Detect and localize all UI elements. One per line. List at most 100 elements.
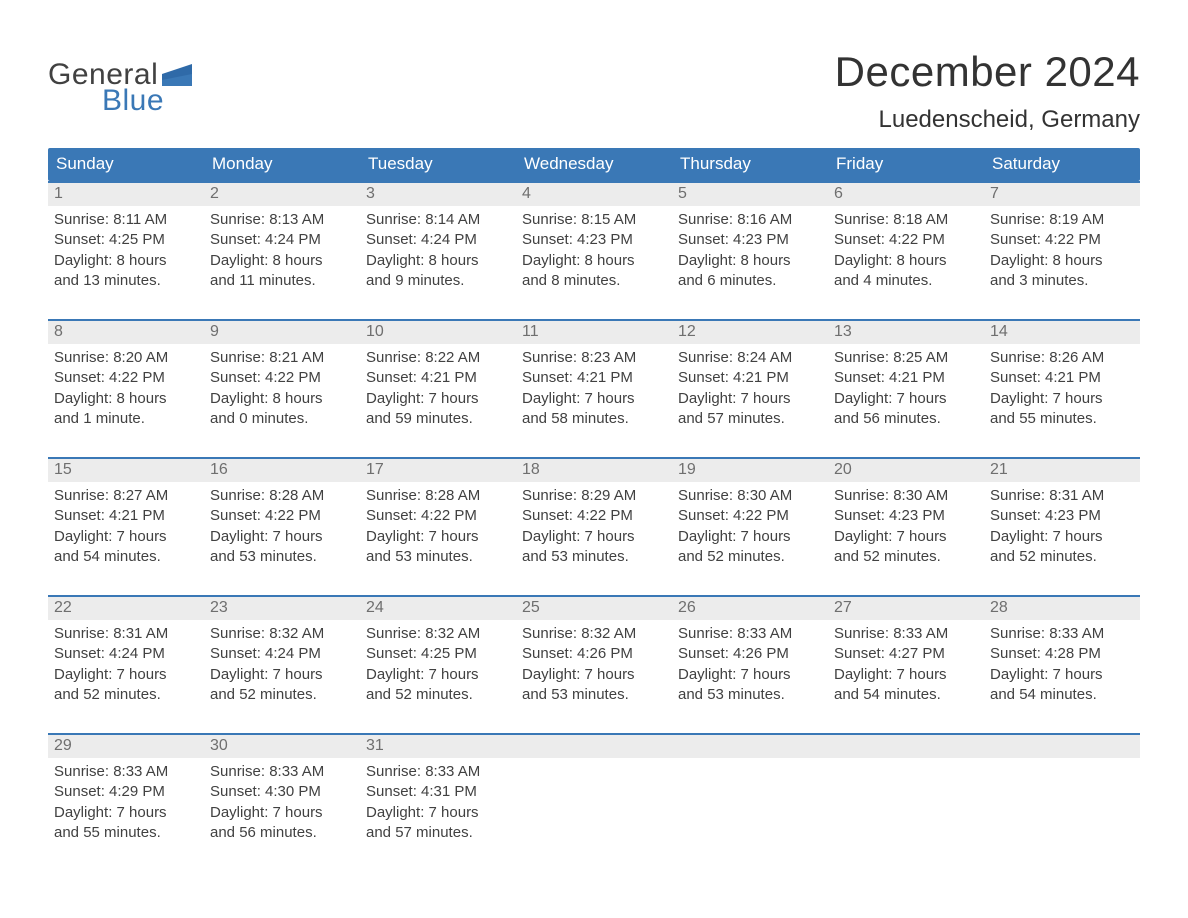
daylight-line-1: Daylight: 7 hours bbox=[990, 389, 1134, 409]
sunset-line: Sunset: 4:24 PM bbox=[210, 230, 354, 250]
day-body: Sunrise: 8:21 AMSunset: 4:22 PMDaylight:… bbox=[204, 344, 360, 443]
day-number-empty bbox=[984, 735, 1140, 758]
sunrise-line: Sunrise: 8:33 AM bbox=[54, 762, 198, 782]
day-cell: 13Sunrise: 8:25 AMSunset: 4:21 PMDayligh… bbox=[828, 321, 984, 443]
daylight-line-2: and 11 minutes. bbox=[210, 271, 354, 291]
day-number: 28 bbox=[984, 597, 1140, 620]
sunset-line: Sunset: 4:22 PM bbox=[834, 230, 978, 250]
daylight-line-2: and 53 minutes. bbox=[366, 547, 510, 567]
day-number-empty bbox=[828, 735, 984, 758]
flag-icon bbox=[162, 64, 192, 86]
sunrise-line: Sunrise: 8:33 AM bbox=[366, 762, 510, 782]
day-number: 25 bbox=[516, 597, 672, 620]
daylight-line-1: Daylight: 7 hours bbox=[834, 665, 978, 685]
daylight-line-2: and 57 minutes. bbox=[366, 823, 510, 843]
daylight-line-2: and 4 minutes. bbox=[834, 271, 978, 291]
sunrise-line: Sunrise: 8:25 AM bbox=[834, 348, 978, 368]
day-number: 20 bbox=[828, 459, 984, 482]
day-cell: 24Sunrise: 8:32 AMSunset: 4:25 PMDayligh… bbox=[360, 597, 516, 719]
day-number: 18 bbox=[516, 459, 672, 482]
daylight-line-1: Daylight: 7 hours bbox=[522, 527, 666, 547]
title-block: December 2024 Luedenscheid, Germany bbox=[835, 48, 1140, 134]
day-cell bbox=[516, 735, 672, 857]
daylight-line-1: Daylight: 7 hours bbox=[678, 389, 822, 409]
day-cell: 11Sunrise: 8:23 AMSunset: 4:21 PMDayligh… bbox=[516, 321, 672, 443]
day-body: Sunrise: 8:30 AMSunset: 4:22 PMDaylight:… bbox=[672, 482, 828, 581]
day-body: Sunrise: 8:32 AMSunset: 4:24 PMDaylight:… bbox=[204, 620, 360, 719]
day-number: 1 bbox=[48, 183, 204, 206]
daylight-line-1: Daylight: 8 hours bbox=[366, 251, 510, 271]
daylight-line-1: Daylight: 7 hours bbox=[834, 527, 978, 547]
day-number: 26 bbox=[672, 597, 828, 620]
day-cell: 19Sunrise: 8:30 AMSunset: 4:22 PMDayligh… bbox=[672, 459, 828, 581]
daylight-line-2: and 59 minutes. bbox=[366, 409, 510, 429]
sunset-line: Sunset: 4:25 PM bbox=[54, 230, 198, 250]
day-body: Sunrise: 8:15 AMSunset: 4:23 PMDaylight:… bbox=[516, 206, 672, 305]
daylight-line-1: Daylight: 8 hours bbox=[522, 251, 666, 271]
day-body: Sunrise: 8:20 AMSunset: 4:22 PMDaylight:… bbox=[48, 344, 204, 443]
day-number: 16 bbox=[204, 459, 360, 482]
daylight-line-1: Daylight: 7 hours bbox=[210, 665, 354, 685]
sunrise-line: Sunrise: 8:31 AM bbox=[54, 624, 198, 644]
sunset-line: Sunset: 4:21 PM bbox=[54, 506, 198, 526]
day-number: 13 bbox=[828, 321, 984, 344]
sunrise-line: Sunrise: 8:30 AM bbox=[834, 486, 978, 506]
day-number: 31 bbox=[360, 735, 516, 758]
week-row: 1Sunrise: 8:11 AMSunset: 4:25 PMDaylight… bbox=[48, 181, 1140, 305]
day-cell: 23Sunrise: 8:32 AMSunset: 4:24 PMDayligh… bbox=[204, 597, 360, 719]
day-cell: 30Sunrise: 8:33 AMSunset: 4:30 PMDayligh… bbox=[204, 735, 360, 857]
sunset-line: Sunset: 4:22 PM bbox=[54, 368, 198, 388]
sunset-line: Sunset: 4:21 PM bbox=[678, 368, 822, 388]
daylight-line-1: Daylight: 8 hours bbox=[990, 251, 1134, 271]
day-number: 19 bbox=[672, 459, 828, 482]
daylight-line-2: and 54 minutes. bbox=[990, 685, 1134, 705]
sunrise-line: Sunrise: 8:22 AM bbox=[366, 348, 510, 368]
day-body: Sunrise: 8:33 AMSunset: 4:31 PMDaylight:… bbox=[360, 758, 516, 857]
sunset-line: Sunset: 4:22 PM bbox=[210, 368, 354, 388]
daylight-line-2: and 9 minutes. bbox=[366, 271, 510, 291]
header: General Blue December 2024 Luedenscheid,… bbox=[48, 20, 1140, 134]
day-body: Sunrise: 8:28 AMSunset: 4:22 PMDaylight:… bbox=[204, 482, 360, 581]
day-cell: 17Sunrise: 8:28 AMSunset: 4:22 PMDayligh… bbox=[360, 459, 516, 581]
day-cell: 25Sunrise: 8:32 AMSunset: 4:26 PMDayligh… bbox=[516, 597, 672, 719]
sunset-line: Sunset: 4:26 PM bbox=[522, 644, 666, 664]
daylight-line-2: and 3 minutes. bbox=[990, 271, 1134, 291]
day-number: 4 bbox=[516, 183, 672, 206]
sunrise-line: Sunrise: 8:30 AM bbox=[678, 486, 822, 506]
day-body: Sunrise: 8:28 AMSunset: 4:22 PMDaylight:… bbox=[360, 482, 516, 581]
dow-cell: Sunday bbox=[48, 148, 204, 181]
daylight-line-1: Daylight: 7 hours bbox=[366, 803, 510, 823]
day-body: Sunrise: 8:26 AMSunset: 4:21 PMDaylight:… bbox=[984, 344, 1140, 443]
week-row: 8Sunrise: 8:20 AMSunset: 4:22 PMDaylight… bbox=[48, 319, 1140, 443]
sunset-line: Sunset: 4:31 PM bbox=[366, 782, 510, 802]
sunset-line: Sunset: 4:24 PM bbox=[366, 230, 510, 250]
sunrise-line: Sunrise: 8:26 AM bbox=[990, 348, 1134, 368]
logo-text-blue: Blue bbox=[102, 84, 192, 118]
daylight-line-2: and 56 minutes. bbox=[834, 409, 978, 429]
day-body: Sunrise: 8:33 AMSunset: 4:27 PMDaylight:… bbox=[828, 620, 984, 719]
sunset-line: Sunset: 4:22 PM bbox=[366, 506, 510, 526]
sunset-line: Sunset: 4:30 PM bbox=[210, 782, 354, 802]
daylight-line-1: Daylight: 7 hours bbox=[54, 527, 198, 547]
day-body: Sunrise: 8:32 AMSunset: 4:26 PMDaylight:… bbox=[516, 620, 672, 719]
daylight-line-2: and 0 minutes. bbox=[210, 409, 354, 429]
sunset-line: Sunset: 4:22 PM bbox=[210, 506, 354, 526]
sunset-line: Sunset: 4:23 PM bbox=[834, 506, 978, 526]
sunrise-line: Sunrise: 8:21 AM bbox=[210, 348, 354, 368]
day-number: 8 bbox=[48, 321, 204, 344]
day-number: 23 bbox=[204, 597, 360, 620]
daylight-line-1: Daylight: 7 hours bbox=[366, 527, 510, 547]
daylight-line-2: and 57 minutes. bbox=[678, 409, 822, 429]
sunrise-line: Sunrise: 8:20 AM bbox=[54, 348, 198, 368]
day-cell: 10Sunrise: 8:22 AMSunset: 4:21 PMDayligh… bbox=[360, 321, 516, 443]
day-body: Sunrise: 8:33 AMSunset: 4:29 PMDaylight:… bbox=[48, 758, 204, 857]
month-title: December 2024 bbox=[835, 48, 1140, 96]
day-cell: 28Sunrise: 8:33 AMSunset: 4:28 PMDayligh… bbox=[984, 597, 1140, 719]
day-cell: 1Sunrise: 8:11 AMSunset: 4:25 PMDaylight… bbox=[48, 183, 204, 305]
day-body: Sunrise: 8:32 AMSunset: 4:25 PMDaylight:… bbox=[360, 620, 516, 719]
daylight-line-1: Daylight: 7 hours bbox=[366, 665, 510, 685]
day-number-empty bbox=[516, 735, 672, 758]
sunrise-line: Sunrise: 8:33 AM bbox=[678, 624, 822, 644]
sunset-line: Sunset: 4:22 PM bbox=[678, 506, 822, 526]
daylight-line-2: and 1 minute. bbox=[54, 409, 198, 429]
